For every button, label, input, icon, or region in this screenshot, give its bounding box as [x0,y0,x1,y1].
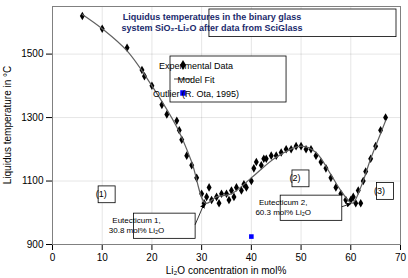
svg-text:40: 40 [246,252,258,263]
svg-text:70: 70 [395,252,407,263]
svg-text:system SiO₂-Li₂O after data fr: system SiO₂-Li₂O after data from SciGlas… [121,23,302,33]
svg-text:10: 10 [97,252,109,263]
svg-text:(3): (3) [374,186,385,196]
svg-text:Liquidus temperatures in the b: Liquidus temperatures in the binary glas… [123,12,302,22]
svg-text:Eutecticum 1,: Eutecticum 1, [112,216,160,225]
svg-text:0: 0 [50,252,56,263]
svg-text:60: 60 [345,252,357,263]
svg-text:Li₂O concentration in mol%: Li₂O concentration in mol% [166,265,287,276]
svg-text:Eutecticum 2,: Eutecticum 2, [259,198,307,207]
svg-text:30.8 mol% Li₂O: 30.8 mol% Li₂O [109,226,165,235]
svg-text:(1): (1) [96,189,107,199]
svg-text:1100: 1100 [22,175,44,186]
svg-text:1300: 1300 [21,112,44,123]
svg-text:Liquidus temperature in °C: Liquidus temperature in °C [2,66,13,185]
svg-text:(2): (2) [289,173,300,183]
svg-text:50: 50 [296,252,308,263]
svg-text:60.3 mol% Li₂O: 60.3 mol% Li₂O [255,208,311,217]
svg-text:20: 20 [146,252,158,263]
svg-text:Experimental Data: Experimental Data [159,61,233,71]
svg-text:Model Fit: Model Fit [177,75,215,85]
svg-text:1500: 1500 [21,48,44,59]
svg-text:Outlier (R. Ota, 1995): Outlier (R. Ota, 1995) [153,89,239,99]
svg-text:900: 900 [27,239,44,250]
svg-text:30: 30 [196,252,208,263]
